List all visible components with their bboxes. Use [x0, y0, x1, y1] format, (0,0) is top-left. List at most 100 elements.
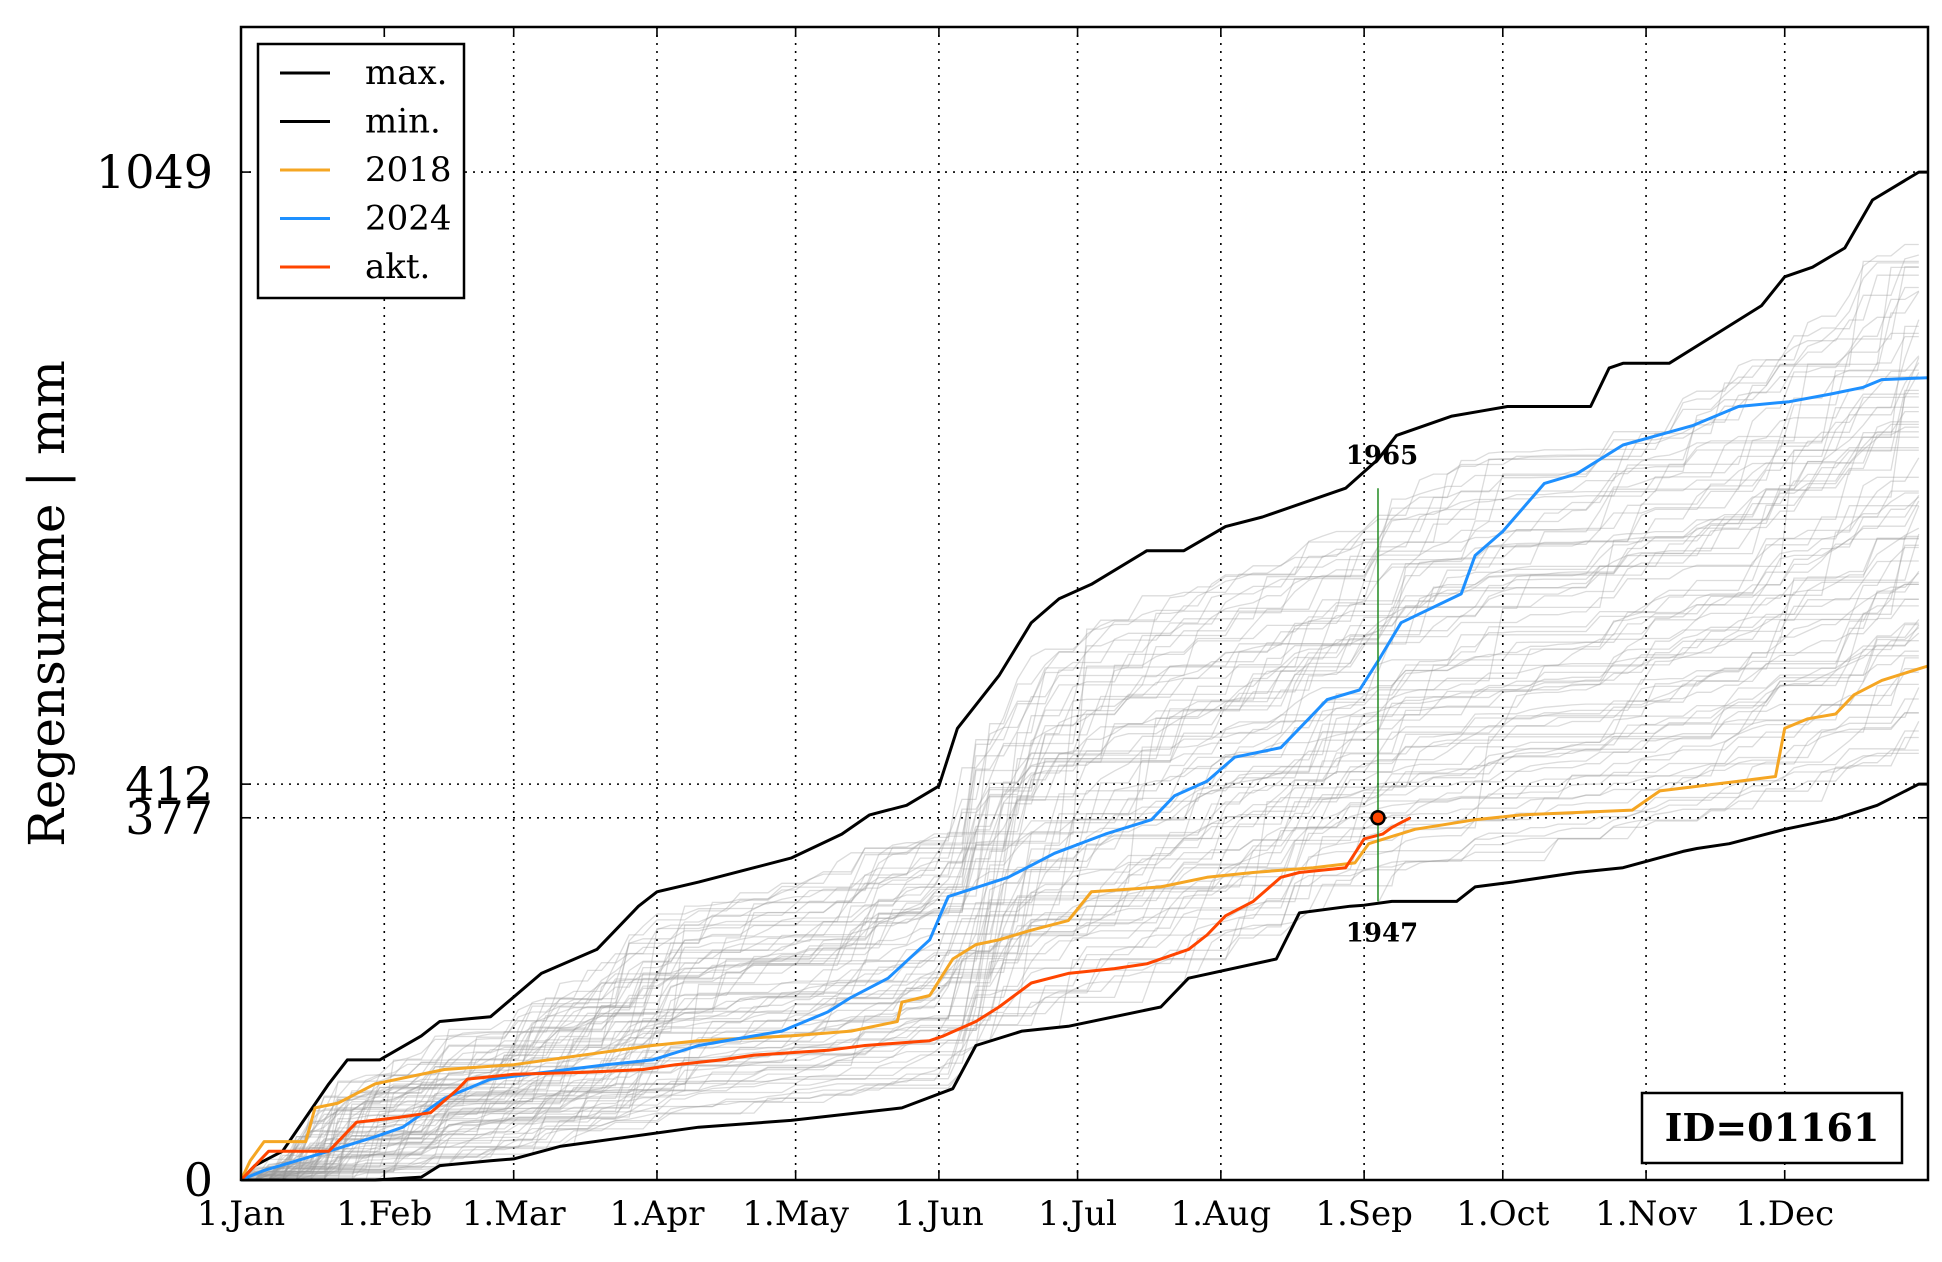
- historical-year-line: [241, 362, 1920, 1181]
- x-tick-label: 1.Dec: [1735, 1194, 1834, 1234]
- historical-year-line: [241, 624, 1920, 1181]
- y-tick-label: 412: [125, 757, 213, 811]
- historical-year-line: [241, 421, 1919, 1181]
- historical-year-line: [241, 657, 1919, 1181]
- historical-year-line: [241, 262, 1919, 1181]
- legend-label: 2024: [365, 199, 452, 239]
- historical-year-line: [241, 449, 1919, 1181]
- historical-year-line: [241, 668, 1919, 1181]
- historical-year-line: [241, 266, 1919, 1181]
- historical-year-line: [240, 372, 1920, 1181]
- y-axis-label: Regensumme | mm: [18, 360, 76, 847]
- historical-year-line: [241, 546, 1919, 1181]
- series-line-max: [239, 170, 1928, 1182]
- x-tick-label: 1.Feb: [336, 1194, 432, 1234]
- historical-year-line: [241, 319, 1920, 1181]
- historical-year-line: [241, 527, 1920, 1181]
- legend-label: 2018: [365, 150, 452, 190]
- x-tick-label: 1.Jun: [894, 1194, 984, 1234]
- historical-year-line: [240, 598, 1919, 1181]
- series-lines: [239, 170, 1929, 1182]
- y-tick-label: 377: [125, 791, 213, 845]
- historical-year-line: [240, 431, 1919, 1181]
- historical-year-line: [241, 406, 1919, 1181]
- historical-year-line: [241, 533, 1920, 1181]
- series-line-akt: [239, 816, 1411, 1182]
- x-tick-label: 1.Nov: [1595, 1194, 1698, 1234]
- historical-year-line: [241, 447, 1919, 1181]
- historical-year-line: [241, 286, 1919, 1181]
- historical-year-line: [241, 570, 1920, 1181]
- historical-year-line: [241, 260, 1919, 1181]
- x-tick-label: 1.Mar: [462, 1194, 567, 1234]
- legend-label: min.: [365, 102, 441, 142]
- historical-year-line: [241, 423, 1919, 1181]
- historical-year-line: [241, 492, 1919, 1181]
- id-box: ID=01161: [1640, 1091, 1904, 1165]
- x-tick-label: 1.Apr: [609, 1194, 705, 1234]
- historical-year-line: [241, 622, 1919, 1181]
- markers: 1965 1947: [1346, 441, 1418, 948]
- x-tick-label: 1.Jul: [1038, 1194, 1117, 1234]
- historical-year-line: [241, 332, 1919, 1181]
- historical-year-line: [241, 627, 1920, 1181]
- historical-year-line: [240, 581, 1919, 1181]
- historical-year-line: [240, 572, 1920, 1181]
- historical-year-line: [241, 494, 1920, 1181]
- historical-year-line: [241, 496, 1920, 1181]
- current-value-marker: [1370, 810, 1386, 826]
- historical-year-line: [240, 476, 1919, 1181]
- historical-year-line: [240, 598, 1919, 1181]
- legend-label: akt.: [365, 247, 430, 287]
- y-tick-label: 0: [184, 1153, 213, 1207]
- historical-year-line: [241, 457, 1920, 1181]
- historical-year-line: [240, 410, 1919, 1181]
- historical-year-line: [240, 357, 1920, 1181]
- historical-year-line: [241, 335, 1919, 1181]
- historical-year-line: [241, 254, 1919, 1181]
- historical-year-line: [241, 736, 1919, 1181]
- historical-year-line: [240, 535, 1919, 1181]
- historical-year-line: [240, 583, 1919, 1181]
- axis-ticks: 1.Jan 1.Feb 1.Mar 1.Apr 1.May 1.Jun 1.Jul 1.Aug…: [96, 27, 1928, 1234]
- historical-year-line: [241, 749, 1919, 1181]
- series-line-2024: [240, 376, 1929, 1182]
- historical-year-line: [241, 544, 1919, 1181]
- historical-year-line: [240, 291, 1920, 1181]
- x-tick-label: 1.Aug: [1171, 1194, 1272, 1234]
- x-tick-label: 1.Sep: [1315, 1194, 1413, 1234]
- historical-year-line: [240, 325, 1919, 1181]
- historical-year-line: [241, 243, 1919, 1181]
- historical-year-line: [241, 389, 1919, 1181]
- historical-year-line: [241, 619, 1920, 1181]
- series-line-min: [241, 782, 1928, 1182]
- historical-year-line: [240, 583, 1919, 1181]
- historical-year-line: [241, 396, 1919, 1181]
- historical-year-line: [241, 538, 1919, 1181]
- legend-label: max.: [365, 53, 448, 93]
- historical-year-line: [241, 355, 1920, 1181]
- historical-year-line: [240, 490, 1919, 1181]
- historical-year-line: [241, 274, 1919, 1181]
- historical-year-line: [241, 605, 1919, 1181]
- historical-year-line: [241, 392, 1919, 1181]
- historical-year-line: [241, 290, 1920, 1181]
- year-annotation: 1947: [1346, 918, 1418, 948]
- plot-frame: [239, 25, 1930, 1182]
- grid-lines: [241, 27, 1928, 1180]
- historical-year-line: [241, 655, 1919, 1181]
- historical-year-lines: [240, 243, 1920, 1181]
- historical-year-line: [240, 752, 1919, 1181]
- legend: max. min. 2018 2024 akt.: [256, 42, 466, 300]
- historical-year-line: [241, 632, 1920, 1181]
- id-box-frame: [1640, 1091, 1904, 1165]
- historical-year-line: [241, 687, 1920, 1181]
- historical-year-line: [241, 376, 1919, 1181]
- station-id: ID=01161: [1665, 1105, 1880, 1150]
- historical-year-line: [240, 712, 1919, 1181]
- year-annotation: 1965: [1346, 441, 1418, 471]
- historical-year-line: [240, 537, 1919, 1181]
- historical-year-line: [241, 671, 1919, 1181]
- x-tick-label: 1.Jan: [197, 1194, 285, 1234]
